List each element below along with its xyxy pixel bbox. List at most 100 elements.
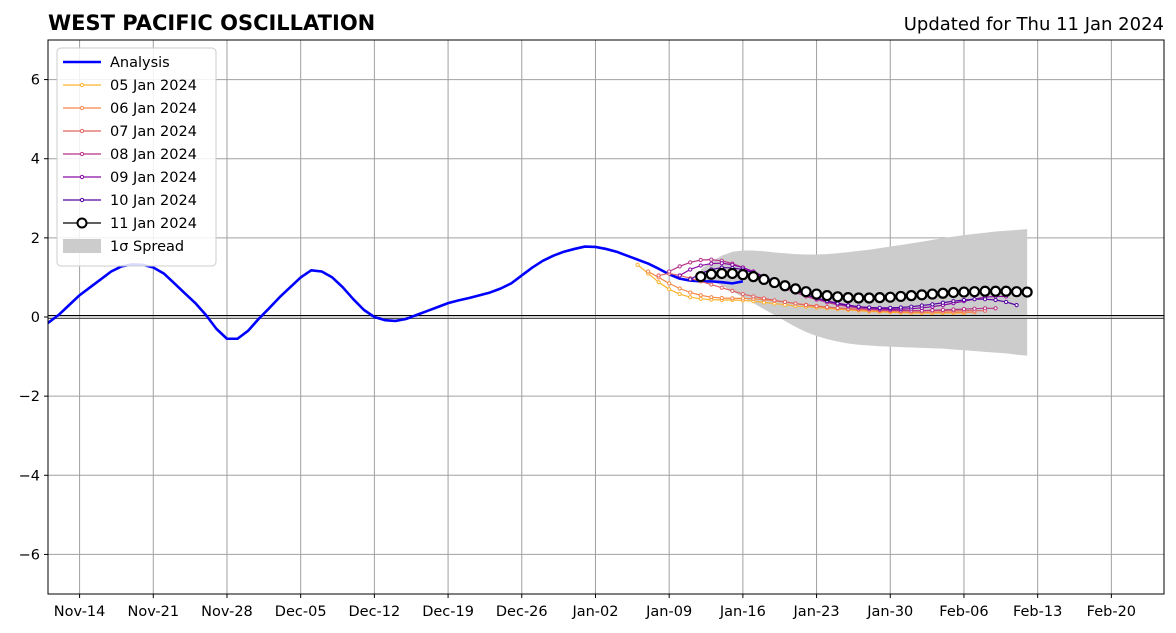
forecast-point — [737, 269, 749, 281]
legend-label: 05 Jan 2024 — [110, 78, 197, 94]
legend-label: 11 Jan 2024 — [110, 216, 197, 232]
forecast-point — [779, 280, 791, 292]
forecast-point — [916, 289, 928, 301]
x-tick-label: Nov-21 — [127, 604, 179, 620]
x-tick-label: Jan-16 — [719, 604, 766, 620]
forecast-point — [961, 306, 967, 312]
forecast-point — [919, 303, 924, 308]
forecast-point — [709, 261, 714, 266]
forecast-point — [832, 291, 844, 303]
forecast-point — [979, 285, 991, 297]
forecast-point — [958, 286, 970, 298]
forecast-point — [709, 295, 714, 300]
forecast-point — [747, 271, 760, 283]
legend-label: 07 Jan 2024 — [110, 124, 197, 140]
forecast-series — [695, 267, 1033, 304]
forecast-point — [982, 297, 988, 302]
forecast-point — [993, 306, 998, 311]
legend-label: 09 Jan 2024 — [110, 170, 197, 186]
forecast-point — [940, 307, 946, 312]
legend-swatch-marker — [79, 105, 85, 111]
legend-label: Analysis — [110, 55, 170, 71]
legend-box — [56, 47, 217, 267]
x-tick-label: Nov-14 — [54, 604, 106, 620]
legend: Analysis 05 Jan 2024 06 Jan 2024 07 Jan 202… — [56, 47, 217, 267]
forecast-point — [972, 306, 977, 311]
forecast-point — [961, 297, 967, 303]
legend-label: 1σ Spread — [110, 239, 184, 255]
legend-items: Analysis 05 Jan 2024 06 Jan 2024 07 Jan 202… — [63, 55, 197, 255]
x-tick-label: Jan-23 — [793, 604, 840, 620]
x-tick-label: Dec-19 — [422, 604, 474, 620]
forecast-point — [688, 290, 693, 295]
x-tick-label: Dec-05 — [275, 604, 327, 620]
forecast-point — [863, 292, 875, 304]
forecast-point — [677, 264, 682, 269]
x-tick-label: Dec-26 — [496, 604, 548, 620]
forecast-point — [677, 291, 682, 297]
forecast-point — [856, 304, 861, 309]
forecast-point — [646, 269, 651, 274]
forecast-point — [656, 280, 661, 285]
forecast-point — [677, 286, 682, 291]
forecast-point — [898, 305, 903, 310]
forecast-point — [740, 291, 745, 297]
forecast-point — [867, 305, 872, 310]
forecast-point — [968, 286, 981, 298]
x-tick-label: Nov-28 — [201, 604, 253, 620]
x-tick-label: Feb-06 — [939, 604, 988, 620]
forecast-point — [940, 300, 946, 305]
forecast-point — [810, 288, 823, 300]
spread-band — [700, 229, 1028, 356]
forecast-point — [1010, 286, 1023, 298]
forecast-point — [688, 277, 693, 282]
forecast-point — [705, 268, 717, 280]
x-tick-label: Dec-12 — [349, 604, 401, 620]
forecast-point — [846, 303, 851, 308]
x-tick-label: Jan-30 — [866, 604, 913, 620]
legend-label: 06 Jan 2024 — [110, 101, 197, 117]
forecast-point — [730, 288, 735, 293]
y-tick-label: −2 — [19, 389, 40, 405]
forecast-point — [688, 260, 693, 265]
forecast-point — [895, 290, 907, 303]
forecast-point — [667, 287, 672, 292]
forecast-point — [782, 299, 788, 305]
chart-subtitle: Updated for Thu 11 Jan 2024 — [904, 14, 1164, 35]
forecast-point — [656, 273, 661, 278]
forecast-point — [972, 297, 977, 302]
forecast-point — [740, 296, 745, 301]
forecast-point — [835, 301, 840, 306]
forecast-point — [793, 301, 798, 306]
forecast-point — [719, 285, 724, 290]
forecast-point — [677, 273, 682, 278]
forecast-point — [874, 292, 886, 304]
y-tick-label: −6 — [19, 547, 40, 563]
forecast-point — [789, 283, 802, 295]
x-tick-label: Jan-02 — [571, 604, 618, 620]
forecast-point — [951, 299, 956, 304]
forecast-point — [761, 296, 767, 301]
forecast-point — [814, 304, 819, 309]
legend-swatch-marker — [79, 128, 85, 134]
analysis-layer — [47, 245, 744, 341]
forecast-point — [909, 304, 914, 309]
forecast-point — [800, 286, 812, 298]
forecast-point — [698, 257, 703, 263]
zero-line-layer — [48, 315, 1164, 319]
forecast-point — [884, 291, 896, 303]
forecast-point — [877, 305, 882, 310]
y-tick-label: 0 — [31, 310, 40, 326]
forecast-point — [888, 305, 893, 310]
forecast-point — [688, 295, 693, 300]
forecast-point — [853, 292, 865, 304]
forecast-point — [989, 285, 1002, 297]
forecast-point — [635, 262, 640, 267]
forecast-point — [709, 282, 714, 287]
forecast-point — [1014, 303, 1019, 308]
forecast-point — [751, 294, 756, 299]
legend-label: 08 Jan 2024 — [110, 147, 197, 163]
legend-swatch-marker — [79, 174, 85, 180]
analysis-line — [47, 245, 744, 341]
